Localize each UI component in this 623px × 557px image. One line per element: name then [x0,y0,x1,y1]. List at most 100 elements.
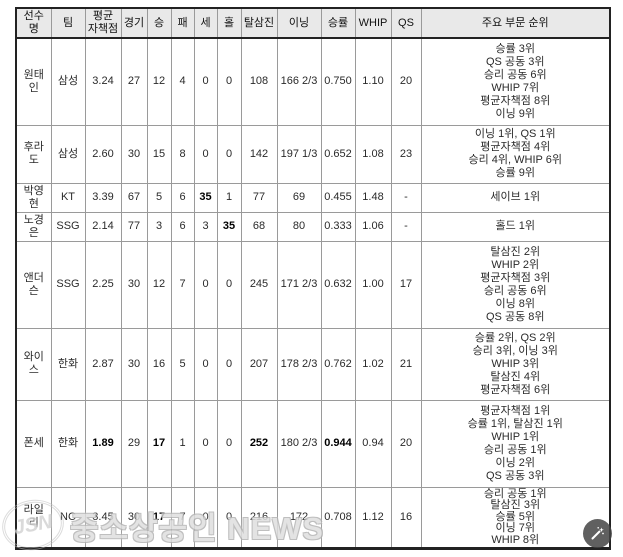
strikeouts-cell: 216 [240,486,278,549]
qs-cell: 20 [390,399,422,488]
losses-cell: 6 [170,211,195,242]
holds-cell: 0 [216,486,242,549]
col-whip: WHIP [354,7,392,39]
games-cell: 30 [120,486,148,549]
saves-cell: 0 [193,327,218,401]
innings-cell: 80 [276,211,322,242]
whip-cell: 1.48 [354,182,392,213]
wins-cell: 3 [146,211,172,242]
innings-cell: 197 1/3 [276,124,322,184]
holds-cell: 0 [216,37,242,126]
holds-cell: 0 [216,124,242,184]
games-cell: 77 [120,211,148,242]
team-cell: 한화 [50,327,86,401]
wins-cell: 12 [146,37,172,126]
rankings-cell: 홀드 1위 [420,211,611,242]
rankings-cell: 이닝 1위, QS 1위 평균자책점 4위 승리 4위, WHIP 6위 승률 … [420,124,611,184]
losses-cell: 7 [170,486,195,549]
whip-cell: 1.00 [354,240,392,329]
team-cell: 삼성 [50,124,86,184]
holds-cell: 0 [216,327,242,401]
saves-cell: 3 [193,211,218,242]
col-qs: QS [390,7,422,39]
player-name-cell: 라일리 [15,486,52,549]
team-cell: 한화 [50,399,86,488]
header-row: 선수명 팀 평균 자책점 경기 승 패 세 홀 탈삼진 이닝 승률 WHIP Q… [15,7,611,39]
saves-cell: 0 [193,486,218,549]
win-rate-cell: 0.455 [320,182,356,213]
innings-cell: 69 [276,182,322,213]
rankings-cell: 승률 3위 QS 공동 3위 승리 공동 6위 WHIP 7위 평균자책점 8위… [420,37,611,126]
qs-cell: - [390,211,422,242]
rankings-cell: 탈삼진 2위 WHIP 2위 평균자책점 3위 승리 공동 6위 이닝 8위 Q… [420,240,611,329]
col-win-rate: 승률 [320,7,356,39]
games-cell: 67 [120,182,148,213]
player-name-cell: 와이스 [15,327,52,401]
strikeouts-cell: 68 [240,211,278,242]
col-games: 경기 [120,7,148,39]
win-rate-cell: 0.750 [320,37,356,126]
innings-cell: 172 [276,486,322,549]
win-rate-cell: 0.652 [320,124,356,184]
whip-cell: 1.02 [354,327,392,401]
era-cell: 3.39 [84,182,122,213]
games-cell: 29 [120,399,148,488]
innings-cell: 178 2/3 [276,327,322,401]
win-rate-cell: 0.944 [320,399,356,488]
player-row: 후라도 삼성 2.60 30 15 8 0 0 142 197 1/3 0.65… [15,124,611,184]
wins-cell: 15 [146,124,172,184]
wins-cell: 5 [146,182,172,213]
player-row: 원태인 삼성 3.24 27 12 4 0 0 108 166 2/3 0.75… [15,37,611,126]
rankings-cell: 승리 공동 1위 탈삼진 3위 승률 5위 이닝 7위 WHIP 8위 [420,486,611,549]
qs-cell: 16 [390,486,422,549]
win-rate-cell: 0.708 [320,486,356,549]
innings-cell: 166 2/3 [276,37,322,126]
player-row: 박영현 KT 3.39 67 5 6 35 1 77 69 0.455 1.48… [15,182,611,213]
era-cell: 2.14 [84,211,122,242]
wins-cell: 17 [146,399,172,488]
strikeouts-cell: 77 [240,182,278,213]
player-row: 앤더슨 SSG 2.25 30 12 7 0 0 245 171 2/3 0.6… [15,240,611,329]
wins-cell: 12 [146,240,172,329]
holds-cell: 35 [216,211,242,242]
player-name-cell: 폰세 [15,399,52,488]
era-cell: 2.87 [84,327,122,401]
wins-cell: 16 [146,327,172,401]
saves-cell: 0 [193,124,218,184]
team-cell: SSG [50,240,86,329]
magic-edit-button[interactable] [583,519,612,548]
whip-cell: 1.08 [354,124,392,184]
losses-cell: 4 [170,37,195,126]
team-cell: SSG [50,211,86,242]
win-rate-cell: 0.762 [320,327,356,401]
whip-cell: 1.12 [354,486,392,549]
team-cell: NC [50,486,86,549]
innings-cell: 171 2/3 [276,240,322,329]
era-cell: 3.24 [84,37,122,126]
era-cell: 3.45 [84,486,122,549]
qs-cell: 20 [390,37,422,126]
games-cell: 30 [120,124,148,184]
col-holds: 홀 [216,7,242,39]
strikeouts-cell: 108 [240,37,278,126]
qs-cell: 23 [390,124,422,184]
games-cell: 30 [120,327,148,401]
innings-cell: 180 2/3 [276,399,322,488]
whip-cell: 1.10 [354,37,392,126]
era-cell: 2.60 [84,124,122,184]
losses-cell: 1 [170,399,195,488]
rankings-cell: 세이브 1위 [420,182,611,213]
holds-cell: 0 [216,399,242,488]
win-rate-cell: 0.333 [320,211,356,242]
col-innings: 이닝 [276,7,322,39]
games-cell: 30 [120,240,148,329]
col-losses: 패 [170,7,195,39]
losses-cell: 8 [170,124,195,184]
team-cell: KT [50,182,86,213]
player-row: 폰세 한화 1.89 29 17 1 0 0 252 180 2/3 0.944… [15,399,611,488]
qs-cell: 21 [390,327,422,401]
strikeouts-cell: 245 [240,240,278,329]
player-name-cell: 앤더슨 [15,240,52,329]
rankings-cell: 평균자책점 1위 승률 1위, 탈삼진 1위 WHIP 1위 승리 공동 1위 … [420,399,611,488]
